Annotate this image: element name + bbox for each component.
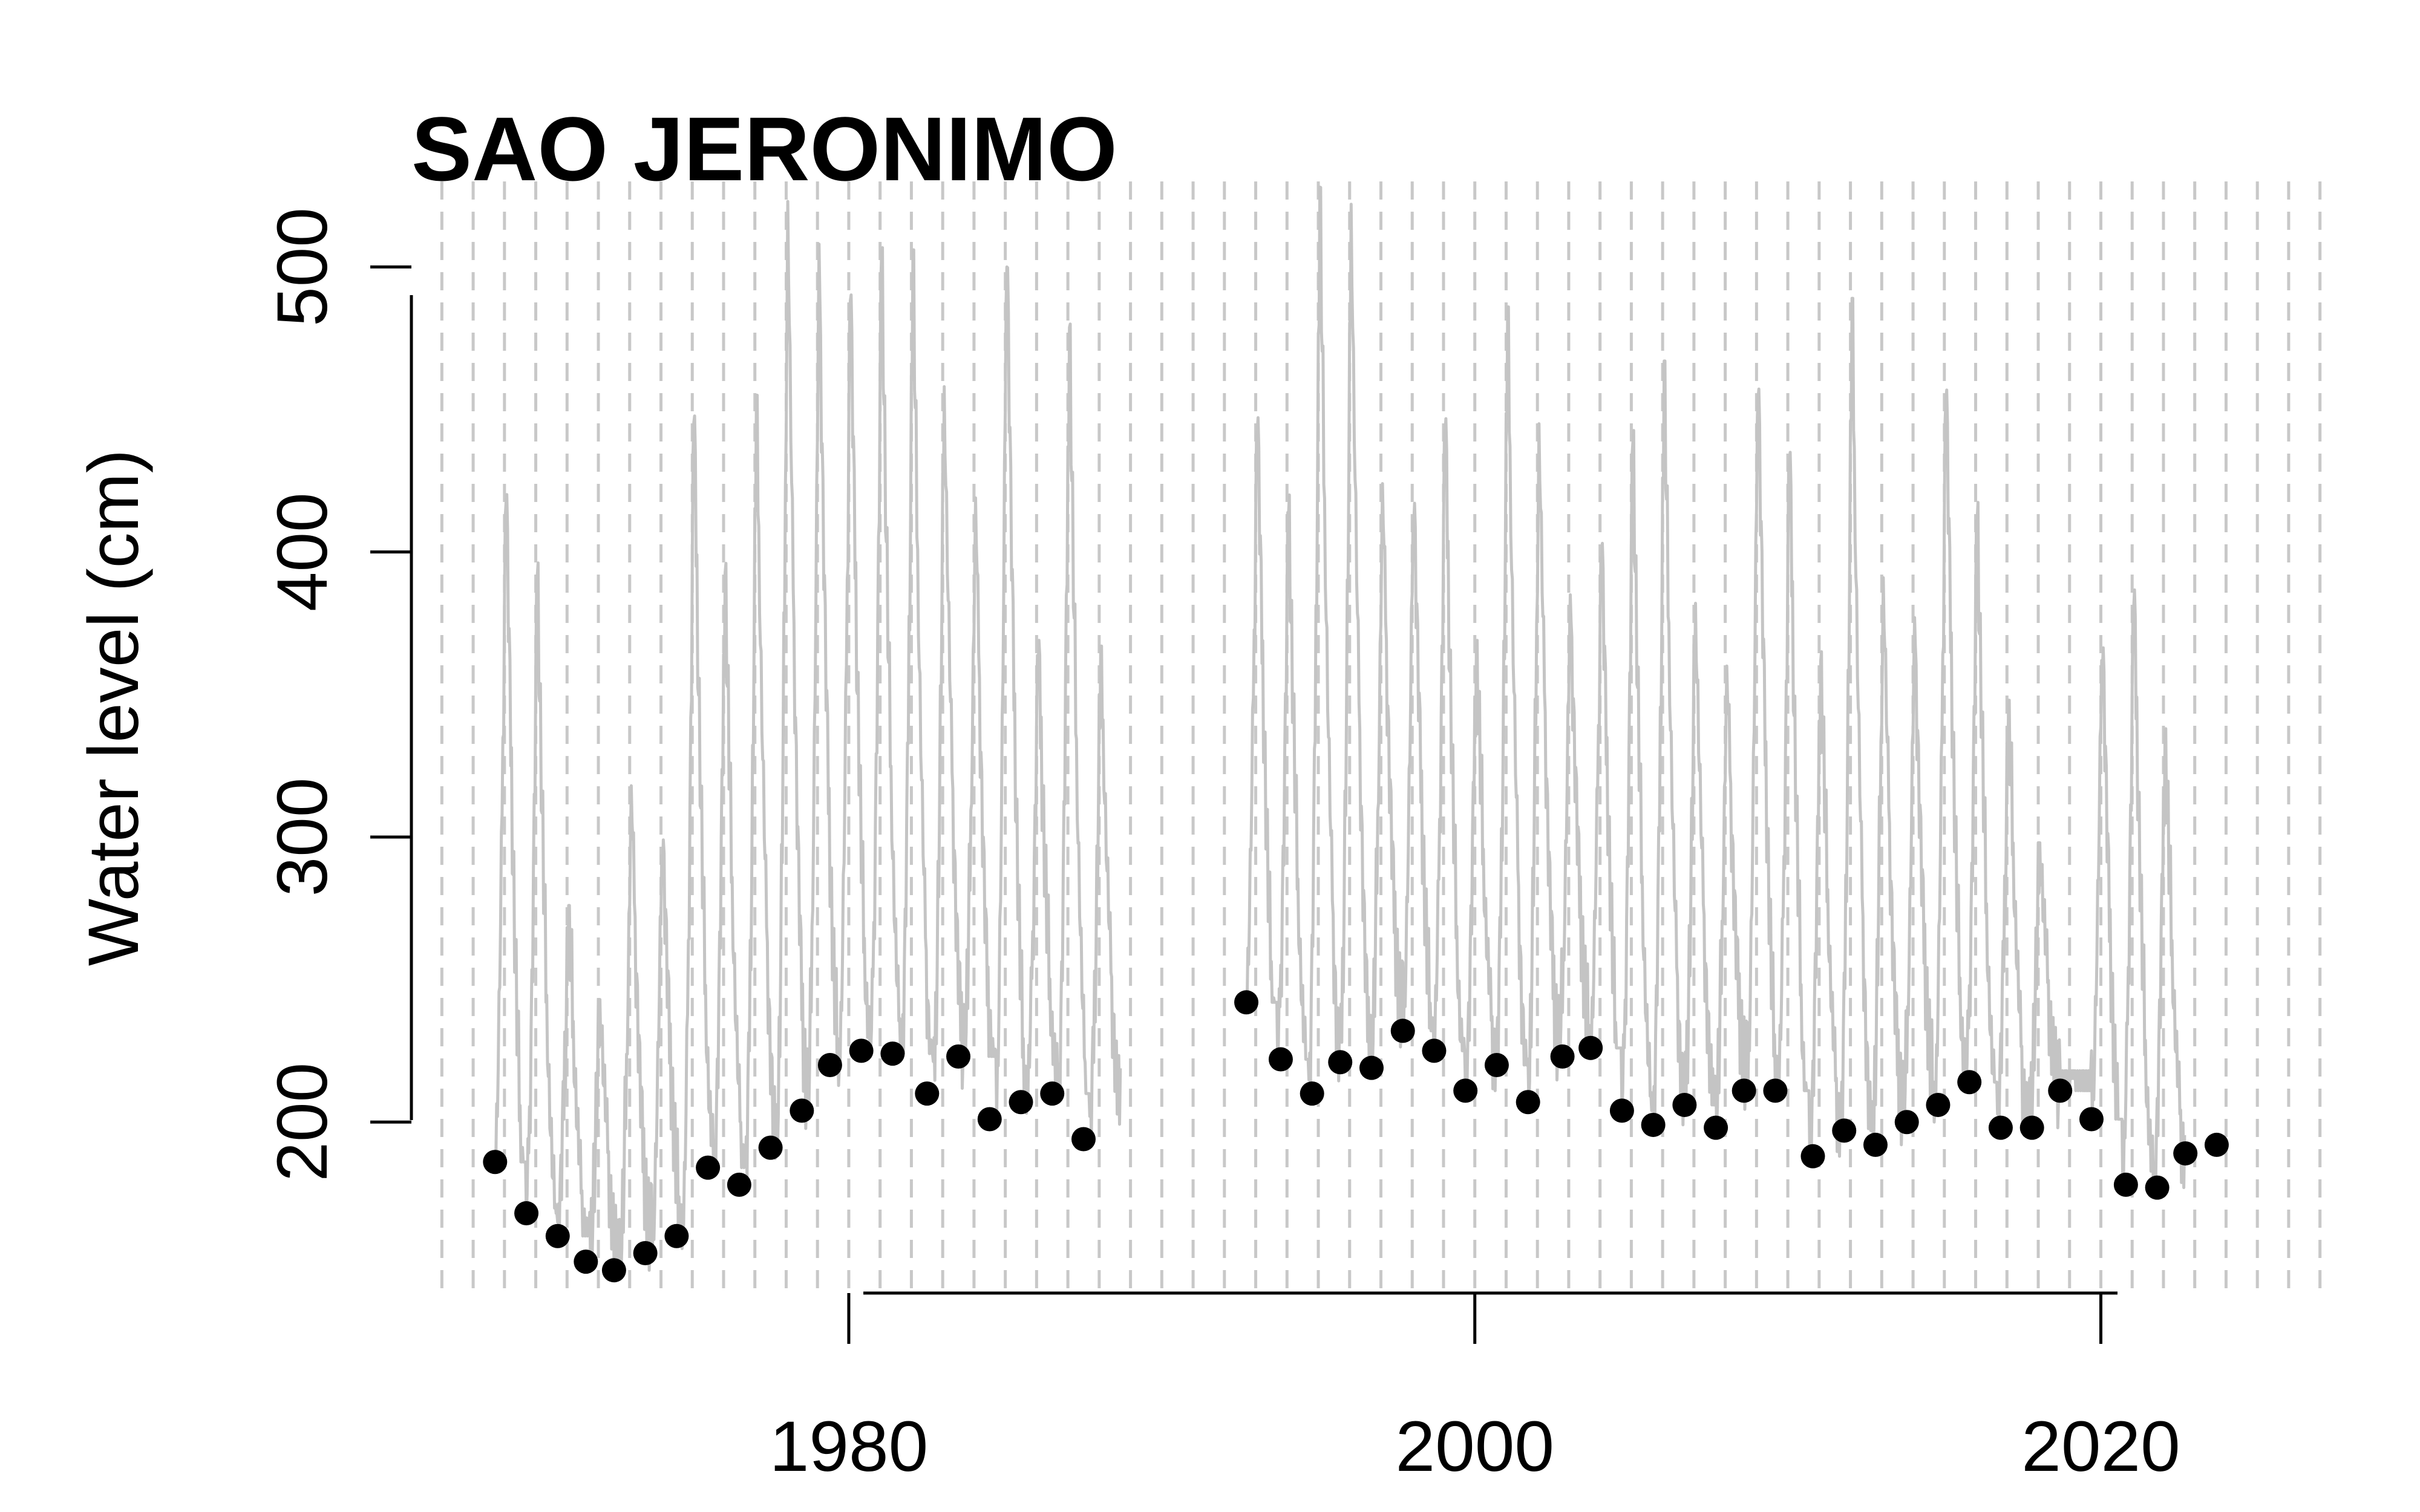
water-level-series bbox=[494, 185, 2186, 1272]
annual-minimum-point bbox=[1732, 1078, 1756, 1103]
annual-minimum-point bbox=[2204, 1132, 2229, 1157]
annual-minimum-point bbox=[977, 1107, 1002, 1132]
annual-minimum-point bbox=[1040, 1081, 1065, 1106]
annual-minimum-points bbox=[483, 990, 2229, 1283]
annual-minimum-point bbox=[1071, 1127, 1096, 1152]
annual-minimum-point bbox=[2113, 1172, 2138, 1197]
x-axis-ticks: 1980 2000 2020 bbox=[770, 1293, 2180, 1487]
annual-minimum-point bbox=[1484, 1052, 1509, 1077]
y-tick-label: 400 bbox=[263, 492, 342, 611]
annual-minimum-point bbox=[1328, 1050, 1353, 1075]
annual-minimum-point bbox=[1550, 1044, 1575, 1069]
x-tick-label: 2020 bbox=[2021, 1407, 2180, 1487]
y-tick-label: 500 bbox=[263, 207, 342, 327]
annual-minimum-point bbox=[696, 1155, 721, 1180]
annual-minimum-point bbox=[601, 1258, 626, 1283]
y-axis-label: Water level (cm) bbox=[74, 449, 154, 966]
annual-minimum-point bbox=[849, 1038, 874, 1063]
annual-minimum-point bbox=[1894, 1110, 1919, 1135]
annual-minimum-point bbox=[1609, 1098, 1634, 1123]
annual-minimum-point bbox=[545, 1224, 570, 1248]
water-level-line bbox=[494, 200, 1122, 1272]
annual-minimum-point bbox=[2019, 1115, 2044, 1140]
x-tick-label: 1980 bbox=[770, 1407, 929, 1487]
annual-minimum-point bbox=[1672, 1092, 1697, 1117]
y-tick-label: 300 bbox=[263, 778, 342, 897]
annual-minimum-point bbox=[1390, 1018, 1415, 1043]
annual-minimum-point bbox=[1359, 1055, 1384, 1080]
annual-minimum-point bbox=[2079, 1107, 2104, 1132]
chart-title: SAO JERONIMO bbox=[411, 98, 1117, 200]
annual-minimum-point bbox=[1268, 1047, 1293, 1072]
y-tick-label: 200 bbox=[263, 1063, 342, 1182]
annual-minimum-point bbox=[1422, 1038, 1447, 1063]
annual-minimum-point bbox=[727, 1172, 751, 1197]
annual-minimum-point bbox=[2145, 1175, 2170, 1200]
annual-minimum-point bbox=[1234, 990, 1259, 1015]
annual-minimum-point bbox=[1800, 1144, 1825, 1168]
annual-minimum-point bbox=[1926, 1092, 1951, 1117]
y-axis: 200 300 400 500 bbox=[263, 207, 413, 1182]
annual-minimum-point bbox=[817, 1052, 842, 1077]
annual-minimum-point bbox=[2048, 1078, 2073, 1103]
annual-minimum-point bbox=[1863, 1132, 1888, 1157]
annual-minimum-point bbox=[880, 1041, 905, 1066]
annual-minimum-point bbox=[1009, 1090, 1033, 1115]
water-level-line bbox=[1245, 185, 2186, 1190]
annual-minimum-point bbox=[1832, 1118, 1857, 1143]
annual-minimum-point bbox=[2173, 1141, 2198, 1166]
annual-minimum-point bbox=[664, 1224, 689, 1248]
x-tick-label: 2000 bbox=[1395, 1407, 1554, 1487]
annual-minimum-point bbox=[758, 1135, 783, 1160]
annual-minimum-point bbox=[1704, 1115, 1728, 1140]
annual-minimum-point bbox=[1453, 1078, 1478, 1103]
x-axis: 1980 2000 2020 bbox=[770, 1291, 2180, 1487]
annual-minimum-point bbox=[1578, 1035, 1603, 1060]
annual-minimum-point bbox=[1300, 1081, 1324, 1106]
annual-minimum-point bbox=[574, 1250, 598, 1274]
annual-minimum-point bbox=[915, 1081, 940, 1106]
annual-minimum-point bbox=[1763, 1078, 1788, 1103]
annual-minimum-point bbox=[514, 1201, 539, 1226]
annual-minimum-point bbox=[633, 1241, 658, 1266]
annual-minimum-point bbox=[1988, 1115, 2013, 1140]
y-axis-ticks: 200 300 400 500 bbox=[263, 207, 411, 1182]
annual-minimum-point bbox=[1641, 1112, 1666, 1137]
annual-minimum-point bbox=[1957, 1070, 1982, 1095]
annual-minimum-point bbox=[790, 1098, 814, 1123]
annual-minimum-point bbox=[946, 1044, 971, 1069]
annual-minimum-point bbox=[483, 1150, 508, 1175]
annual-minimum-point bbox=[1516, 1090, 1540, 1115]
